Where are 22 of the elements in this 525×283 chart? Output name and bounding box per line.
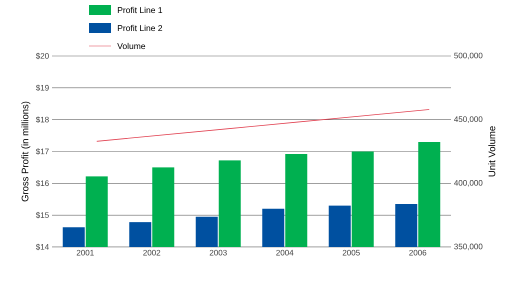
x-tick-label: 2003 — [210, 250, 227, 256]
y-tick-label: $16 — [36, 180, 49, 187]
y-tick-label: $14 — [36, 244, 49, 250]
y-tick-label: $20 — [36, 52, 49, 60]
y-tick-label: $15 — [36, 212, 49, 218]
y-tick-label: $18 — [36, 116, 49, 123]
x-tick-label: 2004 — [276, 250, 294, 256]
y-tick-label: $17 — [36, 148, 49, 155]
x-tick-label: 2002 — [143, 250, 160, 256]
y2-tick-label: 450,000 — [454, 116, 482, 123]
legend-label: Volume — [117, 42, 146, 50]
legend-label: Profit Line 2 — [118, 24, 162, 32]
y-tick-label: $19 — [36, 84, 49, 92]
x-tick-label: 2006 — [409, 250, 426, 256]
legend-label: Profit Line 1 — [118, 6, 162, 14]
y2-tick-label: 400,000 — [454, 180, 482, 187]
x-tick-label: 2001 — [76, 250, 94, 256]
y2-tick-label: 500,000 — [454, 52, 482, 60]
y-axis-title: Gross Profit (in millions) — [21, 102, 30, 202]
x-tick-label: 2005 — [342, 250, 360, 256]
y2-tick-label: 350,000 — [454, 244, 482, 250]
y2-axis-title: Unit Volume — [488, 126, 496, 176]
